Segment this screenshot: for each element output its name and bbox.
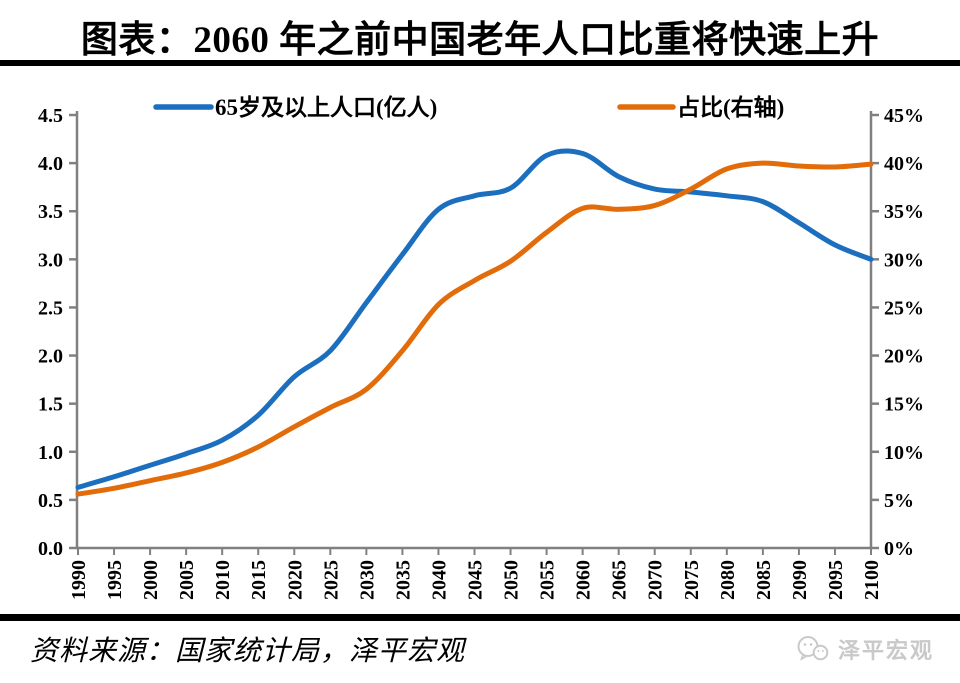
watermark-text: 泽平宏观 [837, 638, 934, 663]
x-axis-tick-label: 2070 [645, 560, 667, 600]
y-axis-left-tick-label: 1.5 [38, 394, 63, 416]
x-axis-tick-label: 2065 [609, 560, 631, 600]
y-axis-left-tick-label: 2.5 [38, 297, 63, 319]
x-axis-tick-label: 2010 [212, 560, 234, 600]
y-axis-right-tick-label: 45% [884, 105, 924, 127]
y-axis-right-tick-label: 30% [884, 249, 924, 271]
x-axis-tick-label: 2045 [465, 560, 487, 600]
watermark: 泽平宏观 [795, 633, 934, 665]
x-axis-tick-label: 1995 [104, 560, 126, 600]
source-note: 资料来源：国家统计局，泽平宏观 [30, 636, 466, 667]
y-axis-left-tick-label: 3.5 [38, 201, 63, 223]
wechat-logo-icon [797, 636, 829, 661]
x-axis-tick-label: 1990 [68, 560, 90, 600]
y-axis-right-tick-label: 10% [884, 442, 924, 464]
title-bar: 图表：2060 年之前中国老年人口比重将快速上升 [0, 0, 960, 61]
x-axis-tick-label: 2080 [717, 560, 739, 600]
x-axis-tick-label: 2025 [320, 560, 342, 600]
x-axis-tick-label: 2095 [825, 560, 847, 600]
series-line-population [75, 148, 874, 490]
x-axis-tick-label: 2100 [861, 560, 883, 600]
y-axis-right-tick-label: 40% [884, 153, 924, 175]
y-axis-left-tick-label: 4.0 [38, 153, 63, 175]
top-divider [0, 60, 960, 66]
x-axis-tick-label: 2020 [284, 560, 306, 600]
y-axis-right-tick-label: 20% [884, 346, 924, 368]
line-chart: 65岁及以上人口(亿人) 占比(右轴) 0.0 0.5 1.0 1.5 2.0 2.5 3.… [38, 94, 924, 600]
y-axis-right-tick-label: 5% [884, 490, 914, 512]
y-axis-right-tick-label: 35% [884, 201, 924, 223]
legend-label-population: 65岁及以上人口(亿人) [215, 94, 437, 120]
x-axis-tick-label: 2030 [356, 560, 378, 600]
chart-legend: 65岁及以上人口(亿人) 占比(右轴) [153, 94, 784, 120]
y-axis-right-tick-label: 0% [884, 538, 914, 560]
y-axis-left-tick-label: 0.0 [38, 538, 63, 560]
bottom-divider [0, 614, 960, 621]
chart-series [75, 148, 874, 497]
x-axis-tick-label: 2040 [428, 560, 450, 600]
chart-axes: 0.0 0.5 1.0 1.5 2.0 2.5 3.0 3.5 4.0 4.5 0% 5% 10% 15%… [38, 105, 924, 600]
y-axis-left-tick-label: 3.0 [38, 249, 63, 271]
y-axis-right-tick-label: 15% [884, 394, 924, 416]
x-axis-tick-label: 2090 [789, 560, 811, 600]
y-axis-left-tick-label: 1.0 [38, 442, 63, 464]
x-axis-tick-label: 2060 [573, 560, 595, 600]
x-axis-tick-label: 2005 [176, 560, 198, 600]
x-axis-tick-label: 2075 [681, 560, 703, 600]
y-axis-left-tick-label: 2.0 [38, 346, 63, 368]
y-axis-left-tick-label: 0.5 [38, 490, 63, 512]
x-axis-tick-label: 2085 [753, 560, 775, 600]
x-axis-tick-label: 2050 [501, 560, 523, 600]
x-axis-tick-label: 2015 [248, 560, 270, 600]
x-axis-tick-label: 2035 [392, 560, 414, 600]
legend-label-share: 占比(右轴) [677, 94, 784, 120]
chart-title: 图表：2060 年之前中国老年人口比重将快速上升 [80, 20, 880, 61]
y-axis-left-tick-label: 4.5 [38, 105, 63, 127]
x-axis-tick-label: 2055 [537, 560, 559, 600]
series-line-share [75, 160, 874, 497]
y-axis-right-tick-label: 25% [884, 297, 924, 319]
x-axis-tick-label: 2000 [140, 560, 162, 600]
footer: 资料来源：国家统计局，泽平宏观 泽平宏观 [0, 621, 960, 683]
